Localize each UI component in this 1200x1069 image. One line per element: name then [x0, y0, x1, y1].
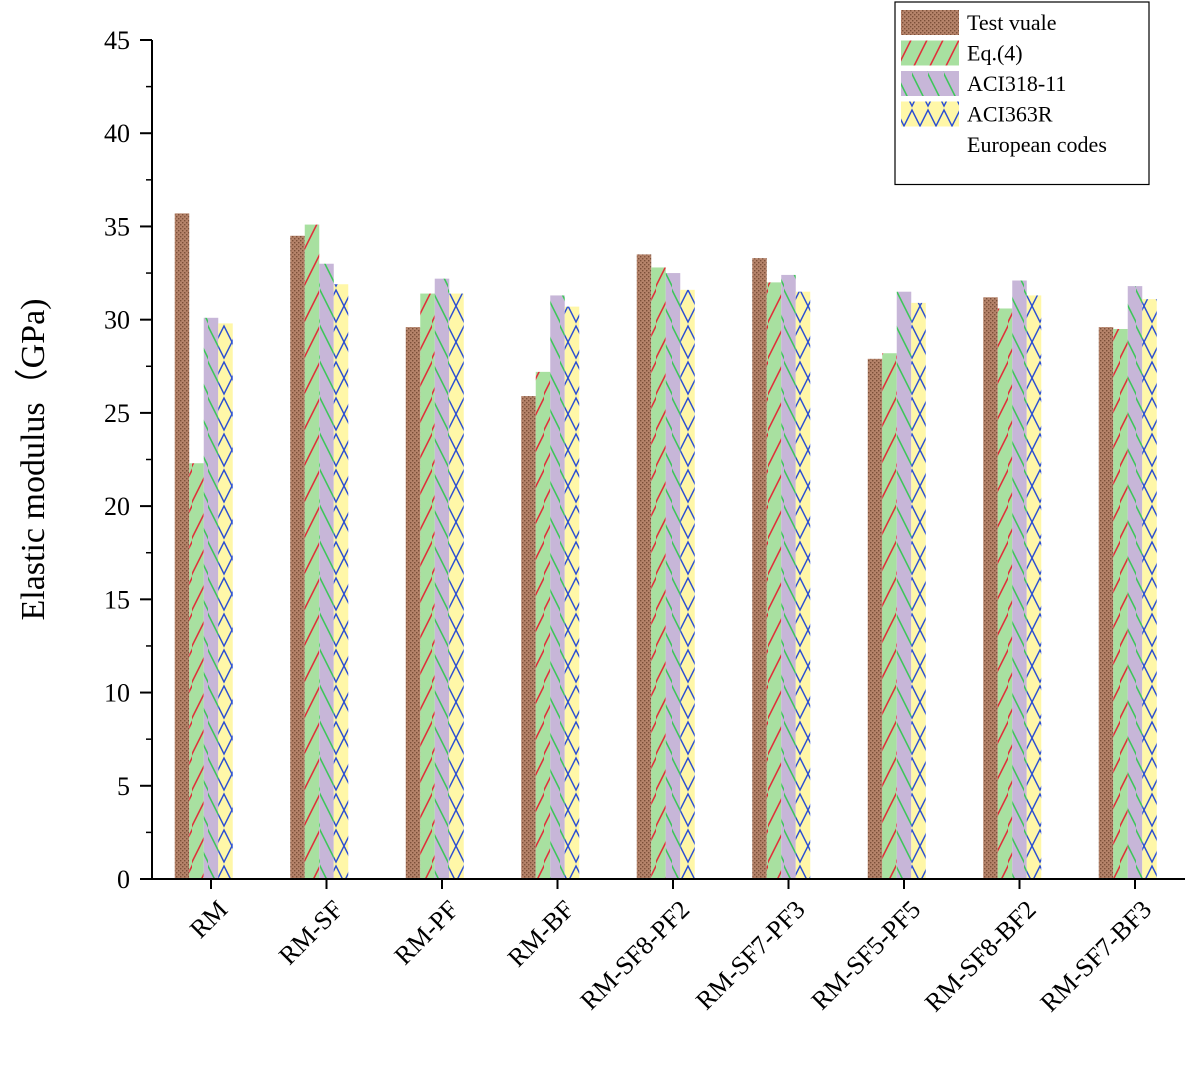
- y-tick-label: 20: [104, 492, 130, 521]
- bar-test-vuale-rm: [174, 213, 190, 879]
- y-tick-label: 25: [104, 399, 130, 428]
- x-tick-label-rm-pf: RM-PF: [389, 895, 465, 971]
- bar-eq-4-rm-bf: [535, 371, 551, 879]
- bar-european-codes-rm-pf: [464, 197, 479, 879]
- bar-aci318-11-rm-bf: [550, 295, 565, 879]
- legend-swatch-test-vuale: [901, 10, 959, 35]
- bar-eq-4-rm-sf7-bf3: [1113, 328, 1128, 879]
- y-axis-title: Elastic modulus（GPa): [14, 298, 52, 620]
- bar-aci318-11-rm-sf: [319, 263, 334, 880]
- legend-swatch-aci363r: [901, 101, 959, 127]
- bar-aci363r-rm-sf8-pf2: [680, 289, 695, 880]
- bar-aci363r-rm-sf7-pf3: [795, 291, 811, 879]
- y-tick-label: 0: [117, 865, 130, 894]
- legend-label-european-codes: European codes: [967, 132, 1107, 157]
- bar-test-vuale-rm-bf: [521, 396, 536, 879]
- bar-eq-4-rm: [189, 463, 204, 879]
- legend-swatch-eq-4: [901, 40, 959, 66]
- bar-aci318-11-rm-sf7-bf3: [1127, 286, 1143, 879]
- bar-european-codes-rm: [233, 225, 248, 879]
- bar-eq-4-rm-sf8-bf2: [997, 308, 1013, 880]
- bar-aci363r-rm-sf: [333, 284, 349, 879]
- bar-eq-4-rm-pf: [420, 293, 435, 879]
- bar-aci318-11-rm-sf5-pf5: [896, 291, 912, 879]
- x-tick-label-rm-sf: RM-SF: [273, 895, 349, 971]
- bar-eq-4-rm-sf: [304, 224, 320, 879]
- bar-european-codes-rm-bf: [579, 208, 594, 879]
- bar-aci363r-rm-pf: [449, 293, 464, 879]
- bar-test-vuale-rm-sf7-pf3: [752, 258, 767, 879]
- bar-eq-4-rm-sf5-pf5: [882, 353, 897, 880]
- bar-eq-4-rm-sf7-pf3: [766, 282, 782, 879]
- bar-aci318-11-rm-pf: [434, 278, 450, 879]
- x-tick-label-rm: RM: [184, 895, 233, 944]
- bar-aci318-11-rm-sf7-pf3: [781, 274, 796, 879]
- x-tick-label-rm-sf7-pf3: RM-SF7-PF3: [690, 895, 811, 1016]
- bar-european-codes-rm-sf: [348, 187, 363, 879]
- x-tick-label-rm-sf7-bf3: RM-SF7-BF3: [1035, 895, 1158, 1018]
- bar-test-vuale-rm-sf5-pf5: [867, 358, 883, 879]
- x-tick-label-rm-sf8-bf2: RM-SF8-BF2: [919, 895, 1042, 1018]
- legend-label-eq-4: Eq.(4): [967, 41, 1023, 66]
- bar-test-vuale-rm-sf8-pf2: [636, 254, 652, 879]
- legend: Test vuale Eq.(4) ACI318-11 ACI363R European…: [894, 1, 1150, 186]
- bar-aci318-11-rm: [203, 317, 219, 879]
- bar-aci363r-rm-sf5-pf5: [911, 302, 926, 879]
- x-tick-label-rm-sf5-pf5: RM-SF5-PF5: [806, 895, 927, 1016]
- bar-test-vuale-rm-pf: [405, 327, 421, 879]
- bar-european-codes-rm-sf8-pf2: [695, 193, 710, 879]
- bar-aci363r-rm: [218, 323, 233, 879]
- bar-test-vuale-rm-sf8-bf2: [983, 297, 998, 879]
- bar-aci363r-rm-bf: [564, 306, 580, 879]
- bar-european-codes-rm-sf7-pf3: [810, 195, 825, 879]
- y-tick-label: 10: [104, 679, 130, 708]
- x-tick-label-rm-sf8-pf2: RM-SF8-PF2: [575, 895, 696, 1016]
- y-tick-label: 40: [104, 119, 130, 148]
- bar-european-codes-rm-sf5-pf5: [926, 206, 941, 879]
- x-tick-label-rm-bf: RM-BF: [502, 895, 580, 973]
- y-tick-label: 30: [104, 306, 130, 335]
- y-tick-label: 5: [117, 772, 130, 801]
- y-tick-label: 35: [104, 212, 130, 241]
- legend-label-aci318-11: ACI318-11: [967, 71, 1066, 96]
- y-tick-label: 15: [104, 585, 130, 614]
- y-tick-label: 45: [104, 26, 130, 55]
- legend-swatch-aci318-11: [901, 71, 959, 96]
- axes-layer: [140, 39, 1185, 889]
- bar-european-codes-rm-sf7-bf3: [1157, 202, 1172, 879]
- legend-label-aci363r: ACI363R: [967, 102, 1053, 127]
- bar-aci318-11-rm-sf8-pf2: [665, 273, 681, 879]
- bar-european-codes-rm-sf8-bf2: [1041, 198, 1056, 879]
- bar-eq-4-rm-sf8-pf2: [651, 267, 666, 880]
- bar-aci318-11-rm-sf8-bf2: [1012, 280, 1027, 879]
- bar-aci363r-rm-sf7-bf3: [1142, 299, 1157, 879]
- bar-test-vuale-rm-sf7-bf3: [1098, 327, 1114, 879]
- bars-layer: [174, 187, 1172, 880]
- bar-aci363r-rm-sf8-bf2: [1026, 295, 1042, 879]
- legend-label-test-vuale: Test vuale: [967, 10, 1056, 35]
- bar-test-vuale-rm-sf: [290, 235, 305, 879]
